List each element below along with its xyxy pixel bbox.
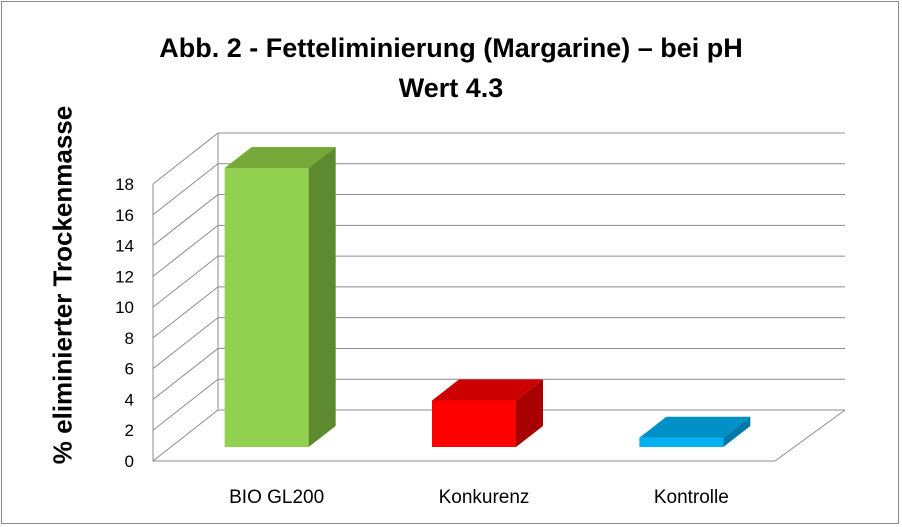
y-tick-label: 6 — [125, 360, 134, 379]
chart-title-line-2: Wert 4.3 — [398, 73, 504, 103]
y-tick-label: 16 — [115, 206, 134, 225]
gridline-side — [152, 409, 219, 462]
x-category-label: BIO GL200 — [229, 487, 324, 508]
x-category-label: Konkurenz — [439, 487, 530, 508]
gridline-side — [152, 163, 219, 216]
gridline-side — [152, 194, 219, 246]
gridline-side — [152, 224, 219, 277]
gridline-side — [152, 132, 219, 185]
y-tick-label: 4 — [125, 390, 134, 409]
bar-side — [516, 379, 543, 447]
y-tick-label: 18 — [115, 175, 134, 194]
bar-front — [224, 168, 309, 447]
y-tick-label: 14 — [115, 237, 134, 256]
bar-top — [432, 379, 543, 401]
gridline-side — [152, 378, 219, 431]
y-tick-label: 10 — [115, 298, 134, 317]
gridline-side — [152, 348, 219, 400]
y-tick-label: 8 — [125, 329, 134, 348]
chart-title: Abb. 2 - Fetteliminierung (Margarine) – … — [0, 28, 902, 108]
bar-top — [224, 147, 336, 168]
chart-title-line-1: Abb. 2 - Fetteliminierung (Margarine) – … — [159, 33, 743, 63]
gridline-side — [152, 255, 219, 308]
gridline-side — [152, 286, 219, 339]
bar-side — [723, 416, 751, 447]
bar-front — [432, 400, 516, 447]
y-tick-label: 2 — [125, 421, 134, 440]
bar-side — [308, 147, 336, 447]
x-category-label: Kontrolle — [654, 487, 729, 508]
y-tick-label: 0 — [125, 452, 134, 471]
gridline-side — [152, 317, 219, 370]
floor-right-edge — [774, 409, 846, 462]
bar-top — [639, 416, 751, 438]
bar-front — [639, 437, 724, 447]
y-tick-label: 12 — [115, 267, 134, 286]
